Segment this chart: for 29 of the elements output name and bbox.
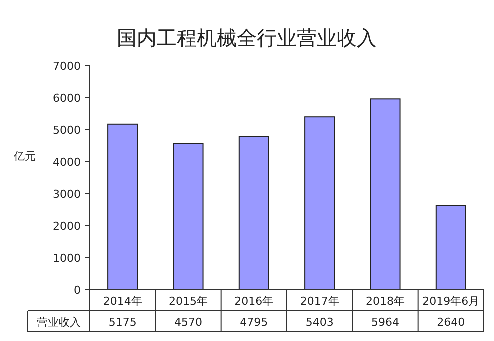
chart-title: 国内工程机械全行业营业收入: [117, 26, 377, 50]
data-label: 5403: [306, 316, 334, 329]
data-label: 5175: [108, 316, 137, 329]
x-tick-label: 2017年: [300, 295, 340, 308]
y-tick-label: 0: [74, 284, 81, 297]
y-tick-label: 5000: [53, 124, 81, 137]
bar: [238, 136, 270, 290]
bar: [436, 205, 466, 290]
data-label: 5964: [372, 316, 400, 329]
bar: [304, 116, 336, 290]
x-tick-label: 2018年: [366, 295, 405, 308]
y-axis-title: 亿元: [13, 150, 36, 163]
y-tick-label: 7000: [53, 60, 81, 73]
bar: [370, 98, 401, 290]
x-tick-label: 2019年6月: [422, 295, 480, 308]
text: 营业收入: [37, 316, 81, 329]
y-tick-label: 4000: [53, 156, 81, 169]
y-tick-label: 6000: [53, 92, 81, 105]
data-label: 4570: [174, 316, 202, 329]
data-label: 4795: [240, 316, 268, 329]
x-tick-label: 2016年: [234, 295, 274, 308]
y-tick-label: 3000: [53, 188, 81, 201]
bar: [108, 124, 138, 290]
data-label: 2640: [437, 316, 466, 329]
x-tick-label: 2015年: [169, 295, 208, 308]
bar: [173, 143, 204, 290]
y-tick-label: 2000: [53, 220, 81, 233]
y-tick-label: 1000: [53, 252, 81, 265]
x-tick-label: 2014年: [103, 295, 142, 308]
